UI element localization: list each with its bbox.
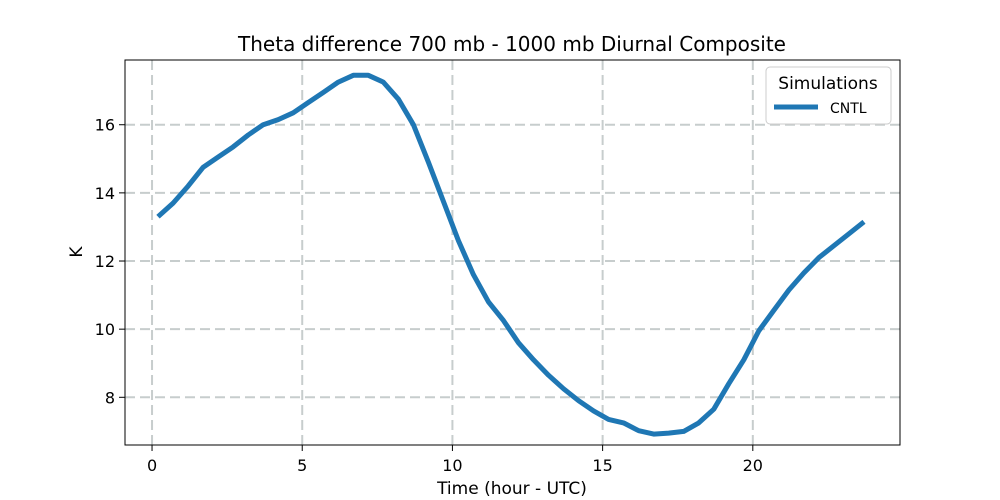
- x-tick-label: 0: [147, 456, 157, 475]
- legend-entry-cntl: CNTL: [830, 101, 867, 117]
- legend-box: [765, 66, 892, 125]
- plot-frame: [124, 59, 901, 446]
- y-tick-label: 8: [105, 388, 115, 407]
- y-tick-label: 10: [95, 320, 115, 339]
- legend: Simulations CNTL: [765, 66, 892, 125]
- legend-title: Simulations: [778, 74, 878, 94]
- x-tick-label: 20: [743, 456, 763, 475]
- x-axis: 0 5 10 15 20: [147, 445, 763, 475]
- x-tick-label: 5: [297, 456, 307, 475]
- series-line-cntl: [156, 72, 866, 437]
- x-tick-label: 15: [592, 456, 612, 475]
- x-axis-label: Time (hour - UTC): [436, 479, 587, 499]
- grid: [125, 60, 900, 445]
- y-tick-label: 14: [95, 184, 115, 203]
- y-tick-label: 12: [95, 252, 115, 271]
- x-tick-label: 10: [442, 456, 462, 475]
- y-axis: 8 10 12 14 16: [95, 116, 125, 407]
- plot-lines: [156, 72, 866, 437]
- chart-title: Theta difference 700 mb - 1000 mb Diurna…: [237, 32, 786, 56]
- y-axis-label: K: [67, 246, 87, 258]
- y-tick-label: 16: [95, 116, 115, 135]
